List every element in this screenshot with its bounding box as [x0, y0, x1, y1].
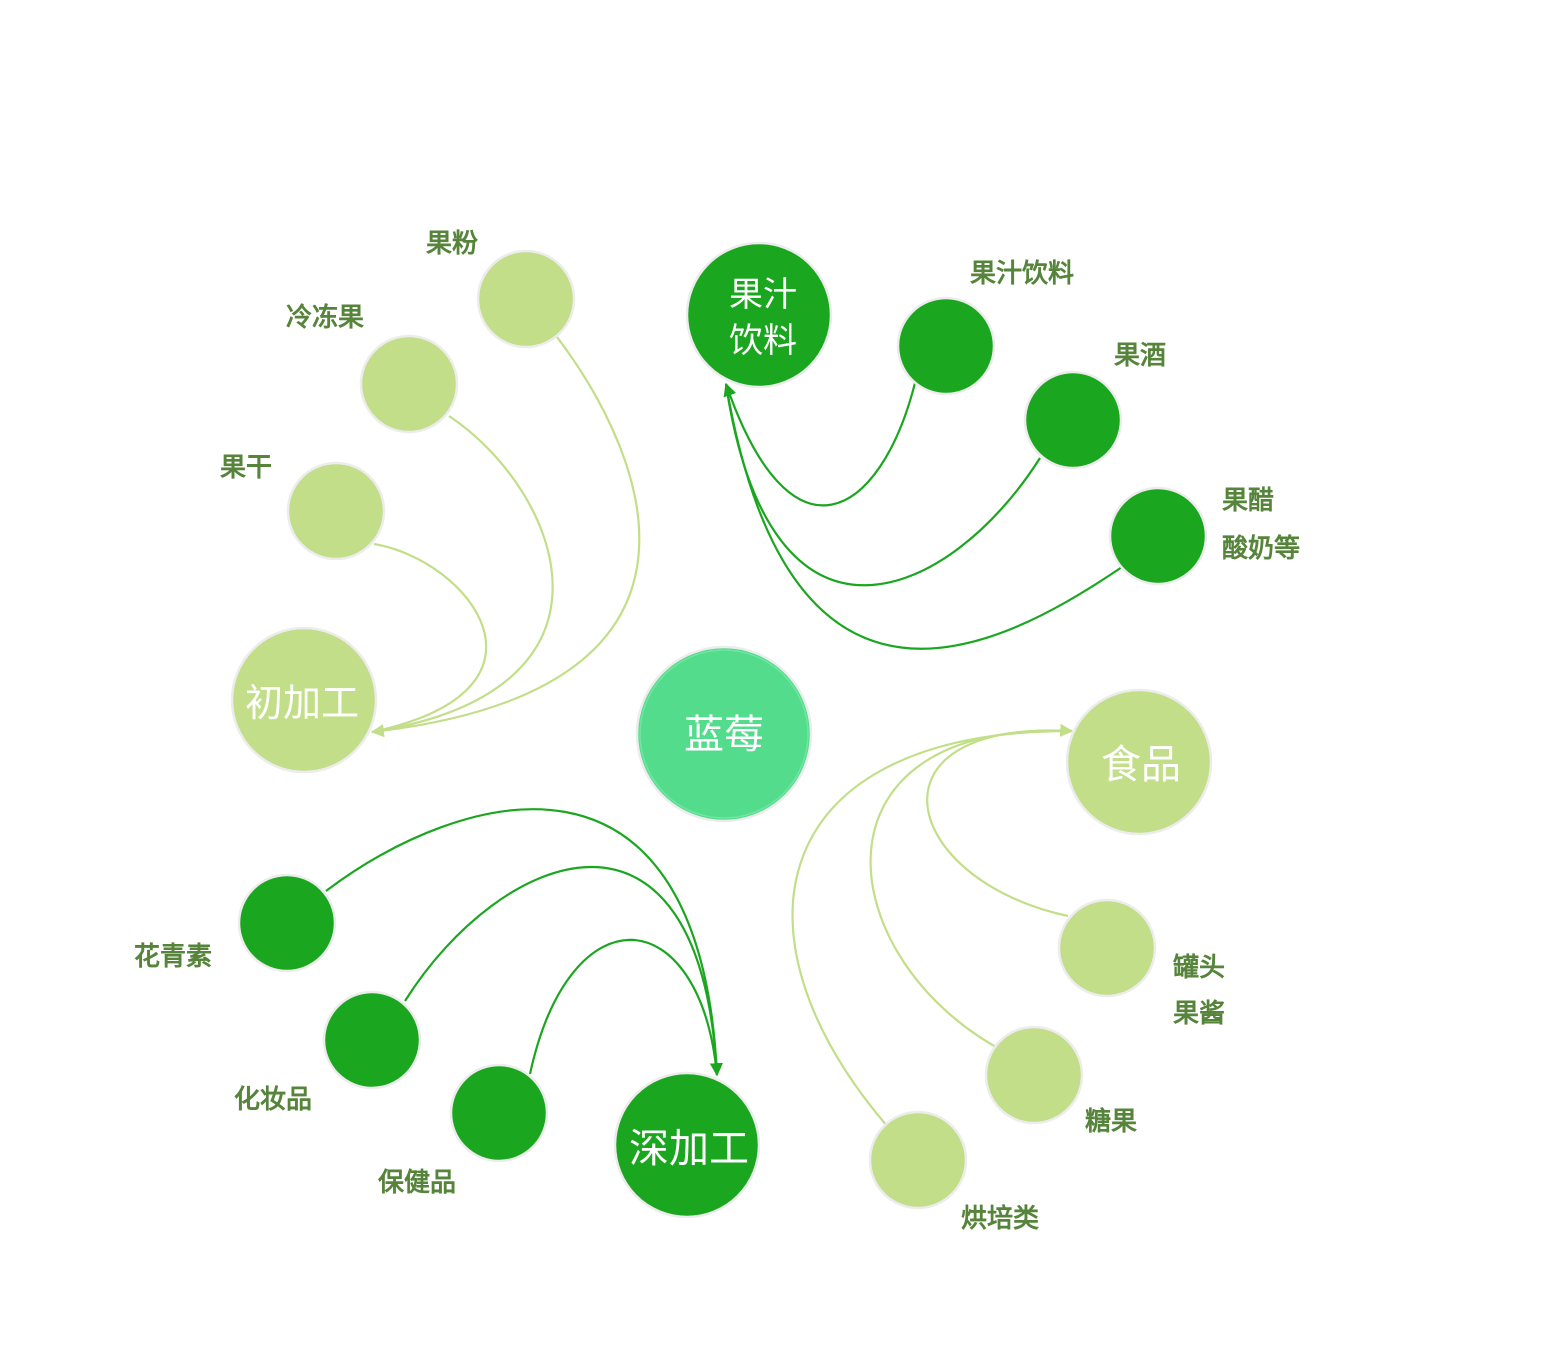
center-label: 蓝莓: [684, 712, 764, 758]
category-food: 食品: [1065, 688, 1213, 836]
item-bakery-circle: [868, 1110, 968, 1210]
item-vinegar-circle: [1108, 486, 1208, 586]
connector-frozen-fruit-to-primary: [371, 415, 554, 734]
connector-candy-to-food: [869, 729, 1073, 1053]
item-fruit-powder-circle: [476, 249, 576, 349]
connector-juice-drink-to-juice: [723, 382, 917, 507]
deep-items: 花青素 化妆品 保健品: [134, 873, 549, 1198]
center-circle: [635, 645, 813, 823]
item-vinegar-label-line2: 酸奶等: [1222, 533, 1300, 564]
food-items: 罐头 果酱 糖果 烘培类: [868, 898, 1225, 1234]
deep-processing-label: 深加工: [629, 1126, 749, 1172]
category-deep-processing: 深加工: [613, 1071, 761, 1219]
deep-processing-circle: [613, 1071, 761, 1219]
item-canned-label-line1: 罐头: [1173, 952, 1225, 983]
connectors-primary: [370, 336, 641, 738]
connectors-food: [791, 723, 1074, 1127]
item-juice-drink-circle: [896, 296, 996, 396]
item-vinegar-label-line1: 果醋: [1222, 486, 1274, 516]
food-circle: [1065, 688, 1213, 836]
item-candy-circle: [984, 1025, 1084, 1125]
item-dried-fruit-label: 果干: [220, 453, 272, 483]
item-candy-label: 糖果: [1085, 1106, 1137, 1137]
item-fruit-powder-label: 果粉: [426, 229, 478, 259]
item-health-products-label: 保健品: [377, 1168, 456, 1198]
food-label: 食品: [1101, 742, 1181, 788]
connectors-deep: [325, 808, 724, 1077]
item-cosmetics-circle: [322, 990, 422, 1090]
juice-drinks-label-line1: 果汁: [729, 275, 797, 315]
item-cosmetics-label: 化妆品: [234, 1085, 312, 1115]
center-node: 蓝莓: [635, 645, 813, 823]
connector-anthocyanin-to-deep: [325, 808, 724, 1077]
item-health-products-circle: [449, 1063, 549, 1163]
connector-canned-to-food: [926, 723, 1074, 918]
item-dried-fruit-circle: [286, 461, 386, 561]
item-fruit-wine-label: 果酒: [1114, 341, 1166, 371]
item-canned-circle: [1057, 898, 1157, 998]
juice-drinks-circle: [685, 241, 833, 389]
primary-processing-label: 初加工: [245, 681, 359, 725]
connector-vinegar-to-juice: [724, 383, 1123, 650]
item-bakery-label: 烘培类: [961, 1204, 1039, 1234]
item-frozen-fruit-label: 冷冻果: [286, 302, 364, 333]
category-primary-processing: 初加工: [230, 626, 378, 774]
item-fruit-wine-circle: [1023, 370, 1123, 470]
center-circle-sketch-ring: [639, 649, 809, 819]
connector-dried-fruit-to-primary: [371, 542, 488, 734]
primary-items: 果粉 冷冻果 果干: [220, 229, 576, 561]
item-anthocyanin-label: 花青素: [134, 942, 212, 972]
juice-drinks-label-line2: 饮料: [729, 321, 797, 361]
item-canned-label-line2: 果酱: [1173, 998, 1225, 1029]
connector-fruit-wine-to-juice: [724, 383, 1041, 587]
connectors-juice: [723, 382, 1123, 650]
connector-health-to-deep: [528, 938, 719, 1076]
juice-items: 果汁饮料 果酒 果醋 酸奶等: [896, 259, 1300, 586]
primary-processing-circle: [230, 626, 378, 774]
connector-cosmetics-to-deep: [404, 866, 719, 1076]
item-frozen-fruit-circle: [359, 334, 459, 434]
category-juice-drinks: 果汁 饮料: [685, 241, 833, 389]
item-anthocyanin-circle: [237, 873, 337, 973]
connector-bakery-to-food: [791, 729, 1073, 1127]
connector-fruit-powder-to-primary: [370, 336, 641, 738]
item-juice-drink-label: 果汁饮料: [970, 259, 1074, 289]
